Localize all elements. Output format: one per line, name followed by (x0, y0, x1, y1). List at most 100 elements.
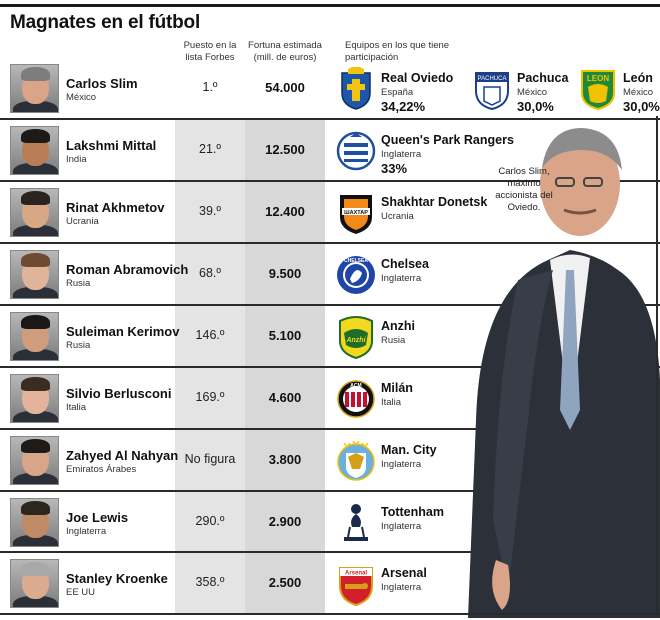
magnate-row: Rinat Akhmetov Ucrania 39.º 12.400 ШАХТА… (0, 182, 660, 243)
magnate-photo (10, 436, 59, 485)
svg-text:Anzhi: Anzhi (345, 337, 366, 344)
bottom-rule (0, 613, 660, 615)
forbes-rank: 146.º (195, 328, 225, 342)
team-country: Inglaterra (381, 582, 422, 593)
magnate-name: Suleiman Kerimov (66, 324, 180, 339)
magnate-row: Zahyed Al Nahyan Emiratos Árabes No figu… (0, 430, 660, 491)
team-country: Inglaterra (381, 149, 422, 160)
estimated-fortune: 2.500 (268, 575, 302, 590)
row-separator (0, 551, 660, 553)
forbes-rank: 169.º (195, 390, 225, 404)
page-title: Magnates en el fútbol (10, 12, 201, 33)
ownership-percentage: 30,0% (623, 99, 660, 114)
team-country: Inglaterra (381, 521, 422, 532)
magnate-country: Italia (66, 402, 87, 413)
magnate-name: Silvio Berlusconi (66, 386, 172, 401)
leon-crest: LEON (578, 67, 618, 111)
magnate-row: Suleiman Kerimov Rusia 146.º 5.100 Anzhi… (0, 306, 660, 367)
team-country: Rusia (381, 335, 406, 346)
magnate-row: Roman Abramovich Rusia 68.º 9.500 CHELSE… (0, 244, 660, 305)
row-separator (0, 180, 660, 182)
magnate-country: Emiratos Árabes (66, 464, 137, 475)
estimated-fortune: 3.800 (268, 452, 302, 467)
top-rule (0, 4, 660, 7)
ownership-percentage: 34,22% (381, 99, 426, 114)
svg-text:CHELSEA: CHELSEA (344, 258, 368, 264)
svg-text:ACM: ACM (350, 383, 361, 389)
team-country: Italia (381, 397, 402, 408)
qpr-crest (336, 129, 376, 173)
magnate-photo (10, 188, 59, 237)
magnate-name: Stanley Kroenke (66, 571, 168, 586)
magnate-photo (10, 559, 59, 608)
carlos-slim-photo (468, 128, 660, 618)
forbes-rank: 21.º (199, 142, 221, 156)
magnate-row: Stanley Kroenke EE UU 358.º 2.500 Arsena… (0, 553, 660, 614)
row-separator (0, 304, 660, 306)
estimated-fortune: 2.900 (268, 514, 302, 529)
magnate-name: Joe Lewis (66, 510, 129, 525)
team-name: Tottenham (381, 505, 444, 519)
team-name: Chelsea (381, 257, 429, 271)
photo-caption: Carlos Slim, máximo accionista del Ovied… (495, 166, 553, 213)
estimated-fortune: 12.400 (265, 204, 305, 219)
team-name: Anzhi (381, 319, 416, 333)
team-name: Pachuca (517, 71, 569, 85)
shakhtar-crest: ШАХТАР (336, 191, 376, 235)
pachuca-crest: PACHUCA (472, 67, 512, 111)
magnate-country: Rusia (66, 340, 91, 351)
svg-text:PACHUCA: PACHUCA (478, 76, 507, 82)
team-country: España (381, 87, 414, 98)
magnate-country: Ucrania (66, 216, 99, 227)
ownership-percentage: 33% (381, 161, 408, 176)
magnate-country: Inglaterra (66, 526, 107, 537)
teams-header: Equipos en los que tiene participación (345, 40, 450, 63)
magnate-photo (10, 374, 59, 423)
arsenal-crest: Arsenal (336, 562, 376, 607)
estimated-fortune: 4.600 (268, 390, 302, 405)
man-city-crest (336, 439, 376, 483)
milan-crest: ACM (336, 377, 376, 421)
magnate-photo (10, 126, 59, 175)
team-country: Inglaterra (381, 273, 422, 284)
forbes-rank: No figura (184, 452, 236, 466)
row-separator (0, 490, 660, 492)
forbes-rank: 39.º (199, 204, 221, 218)
forbes-rank: 358.º (195, 575, 225, 589)
magnate-country: Rusia (66, 278, 91, 289)
svg-text:Arsenal: Arsenal (345, 571, 367, 577)
magnate-name: Rinat Akhmetov (66, 200, 165, 215)
team-country: México (517, 87, 548, 98)
right-rule (656, 116, 658, 614)
magnate-name: Zahyed Al Nahyan (66, 448, 179, 463)
magnate-row: Joe Lewis Inglaterra 290.º 2.900 Tottenh… (0, 492, 660, 553)
estimated-fortune: 5.100 (268, 328, 302, 343)
row-separator (0, 118, 660, 120)
team-country: México (623, 87, 654, 98)
team-name: Queen's Park Rangers (381, 133, 514, 147)
estimated-fortune: 54.000 (265, 80, 305, 95)
magnate-name: Lakshmi Mittal (66, 138, 157, 153)
ownership-percentage: 30,0% (517, 99, 554, 114)
row-separator (0, 428, 660, 430)
svg-text:LEON: LEON (587, 74, 609, 83)
fortune-header: Fortuna estimada (mill. de euros) (248, 40, 322, 63)
magnate-country: EE UU (66, 587, 96, 598)
forbes-rank: 68.º (199, 266, 221, 280)
team-name: Arsenal (381, 566, 427, 580)
magnate-row: Silvio Berlusconi Italia 169.º 4.600 ACM… (0, 368, 660, 429)
magnate-photo (10, 250, 59, 299)
estimated-fortune: 9.500 (268, 266, 302, 281)
magnate-photo (10, 498, 59, 547)
magnate-name: Roman Abramovich (66, 262, 189, 277)
team-country: Inglaterra (381, 459, 422, 470)
team-country: Ucrania (381, 211, 414, 222)
tottenham-crest (336, 501, 376, 545)
magnate-photo (10, 64, 59, 113)
team-name: Shakhtar Donetsk (381, 195, 488, 209)
team-name: Milán (381, 381, 413, 395)
estimated-fortune: 12.500 (265, 142, 305, 157)
forbes-rank: 290.º (195, 514, 225, 528)
row-separator (0, 242, 660, 244)
team-name: León (623, 71, 653, 85)
